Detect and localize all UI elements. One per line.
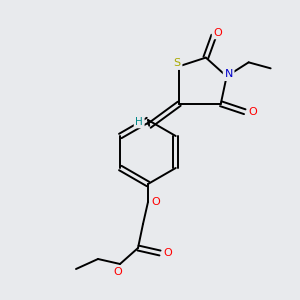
Text: O: O	[152, 197, 160, 207]
Text: O: O	[114, 267, 122, 277]
Text: N: N	[224, 69, 233, 79]
Text: O: O	[248, 107, 257, 117]
Text: H: H	[135, 117, 143, 127]
Text: O: O	[213, 28, 222, 38]
Text: S: S	[174, 58, 181, 68]
Text: O: O	[164, 248, 172, 258]
